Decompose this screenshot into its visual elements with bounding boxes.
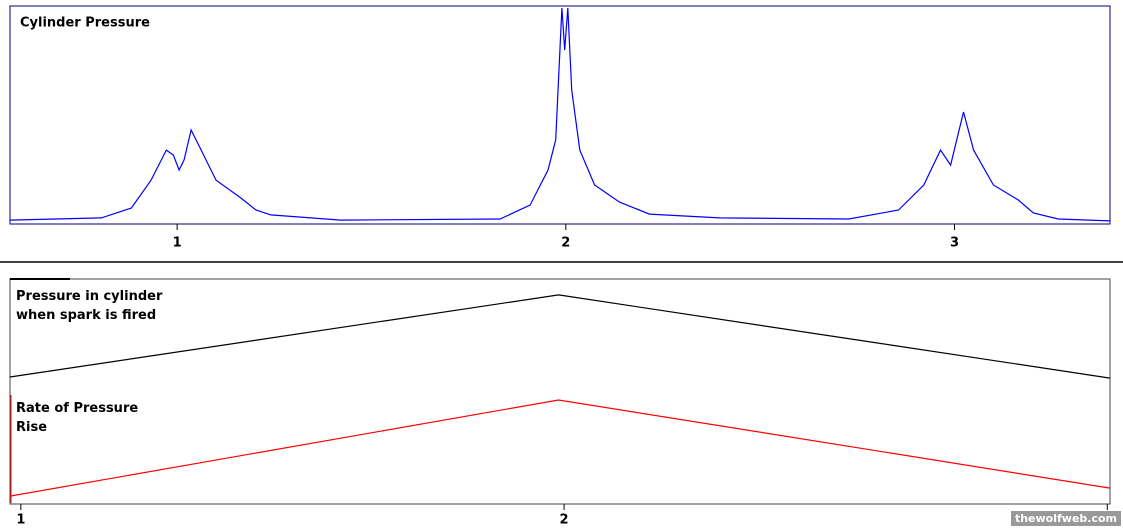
series-line	[9, 399, 1111, 497]
series-line	[9, 7, 1111, 222]
watermark: thewolfweb.com	[1010, 511, 1121, 526]
x-tick-label: 1	[16, 513, 25, 528]
bottom-plot-frame	[9, 278, 1111, 505]
x-tick-label: 2	[561, 236, 570, 251]
x-tick-label: 2	[560, 513, 569, 528]
series-label: Rate of Pressure Rise	[16, 401, 139, 435]
series-label: Pressure in cylinder when spark is fired	[16, 289, 163, 323]
series-line	[9, 294, 1111, 379]
top-plot-frame	[9, 5, 1111, 225]
x-tick-label: 1	[173, 236, 182, 251]
x-tick-label: 3	[950, 236, 959, 251]
chart-title: Cylinder Pressure	[20, 16, 150, 31]
